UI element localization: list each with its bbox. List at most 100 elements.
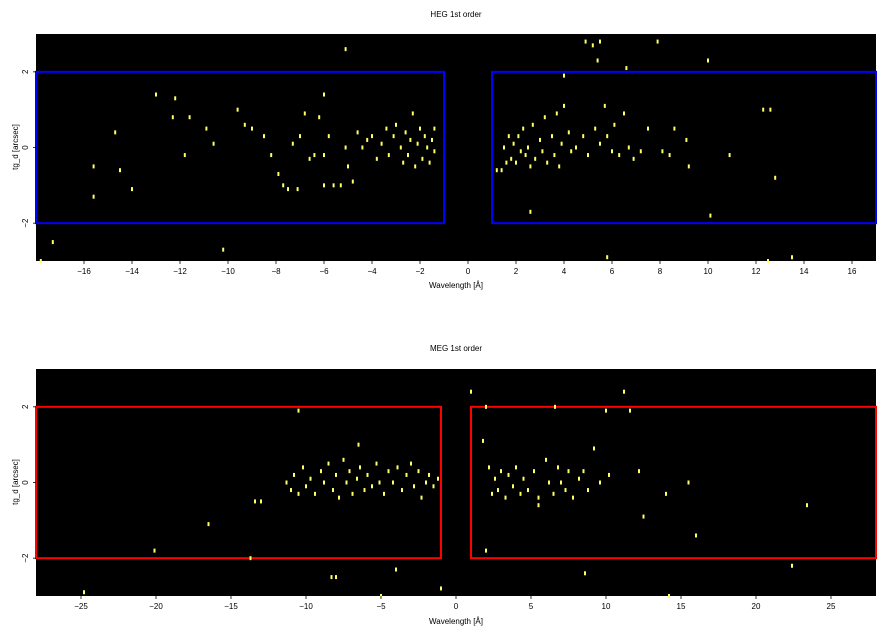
meg-point-54 <box>485 404 487 409</box>
heg-point-31 <box>323 183 325 188</box>
heg-point-34 <box>339 183 342 188</box>
meg-point-68 <box>533 469 535 474</box>
meg-point-62 <box>507 472 510 477</box>
heg-point-120 <box>767 259 769 263</box>
heg-point-65 <box>222 247 225 252</box>
heg-point-23 <box>296 187 299 192</box>
heg-point-76 <box>522 126 525 131</box>
heg-point-38 <box>356 130 359 135</box>
heg-x-tick-label: 14 <box>800 267 809 276</box>
meg-x-tick-label: −5 <box>376 602 386 611</box>
heg-point-125 <box>656 39 659 44</box>
heg-point-21 <box>287 187 289 192</box>
heg-point-9 <box>174 96 177 101</box>
heg-point-96 <box>587 153 589 158</box>
heg-point-70 <box>507 134 510 139</box>
meg-y-tick-label: 2 <box>21 404 30 409</box>
heg-x-tick-label: −4 <box>367 267 377 276</box>
meg-point-77 <box>572 495 574 500</box>
heg-point-112 <box>685 137 688 142</box>
heg-point-3 <box>92 194 95 199</box>
heg-point-14 <box>236 107 239 112</box>
heg-point-72 <box>512 141 515 146</box>
heg-point-47 <box>395 122 397 127</box>
heg-y-tick-label: 0 <box>21 145 30 150</box>
meg-point-24 <box>356 476 358 481</box>
meg-point-35 <box>401 488 403 493</box>
heg-point-68 <box>503 145 505 150</box>
heg-point-11 <box>188 115 191 120</box>
meg-point-70 <box>545 457 547 462</box>
heg-point-44 <box>385 126 388 131</box>
heg-point-12 <box>205 126 208 131</box>
heg-y-ticks: −2 0 2 <box>21 69 36 228</box>
meg-point-15 <box>323 480 325 485</box>
meg-point-91 <box>695 533 697 538</box>
heg-x-tick-label: −2 <box>415 267 425 276</box>
heg-x-tick-label: −16 <box>77 267 91 276</box>
heg-point-60 <box>428 160 431 165</box>
heg-x-tick-label: 8 <box>658 267 663 276</box>
heg-point-59 <box>426 145 429 150</box>
heg-point-95 <box>582 134 585 139</box>
heg-point-93 <box>570 149 573 154</box>
meg-point-76 <box>567 469 570 474</box>
meg-point-30 <box>378 480 381 485</box>
heg-point-94 <box>575 145 577 150</box>
heg-point-39 <box>361 145 364 150</box>
heg-point-118 <box>774 175 777 180</box>
heg-x-tick-label: −14 <box>125 267 139 276</box>
heg-point-130 <box>606 255 609 260</box>
heg-point-42 <box>375 156 378 161</box>
heg-point-109 <box>661 149 664 154</box>
heg-point-86 <box>551 134 553 139</box>
meg-x-tick-label: 20 <box>752 602 761 611</box>
meg-point-10 <box>302 465 304 470</box>
heg-point-6 <box>131 187 133 192</box>
meg-point-63 <box>512 484 514 489</box>
meg-point-72 <box>552 491 555 496</box>
meg-point-80 <box>587 488 589 493</box>
heg-point-52 <box>409 137 412 142</box>
meg-point-23 <box>351 491 354 496</box>
heg-point-58 <box>423 134 426 139</box>
meg-point-57 <box>491 491 493 496</box>
heg-point-46 <box>392 134 395 139</box>
meg-point-12 <box>309 476 312 481</box>
meg-point-85 <box>623 389 625 394</box>
meg-point-38 <box>413 484 415 489</box>
meg-point-39 <box>417 469 420 474</box>
heg-point-43 <box>380 141 383 146</box>
meg-point-33 <box>392 480 394 485</box>
heg-point-28 <box>318 115 321 120</box>
heg-point-49 <box>402 160 405 165</box>
heg-point-77 <box>524 153 527 158</box>
heg-x-tick-label: −10 <box>221 267 235 276</box>
heg-point-4 <box>114 130 117 135</box>
meg-y-tick-label: −2 <box>21 553 30 563</box>
meg-x-tick-label: 15 <box>677 602 686 611</box>
heg-point-126 <box>596 58 599 63</box>
heg-point-54 <box>414 164 417 169</box>
meg-point-65 <box>519 491 522 496</box>
heg-point-22 <box>291 141 294 146</box>
heg-point-123 <box>599 39 601 44</box>
heg-y-tick-label: −2 <box>21 218 30 228</box>
meg-point-79 <box>582 469 585 474</box>
meg-point-22 <box>348 469 351 474</box>
meg-point-45 <box>357 442 360 447</box>
heg-x-tick-label: 10 <box>704 267 713 276</box>
heg-point-105 <box>627 145 630 150</box>
meg-point-92 <box>791 563 793 568</box>
heg-point-119 <box>791 255 793 260</box>
heg-point-113 <box>687 164 690 169</box>
meg-point-96 <box>584 571 586 576</box>
meg-point-9 <box>297 491 300 496</box>
meg-point-19 <box>338 495 340 500</box>
meg-point-51 <box>395 567 397 572</box>
heg-points <box>39 39 793 263</box>
meg-point-44 <box>437 476 439 481</box>
heg-point-103 <box>618 153 621 158</box>
meg-panel: MEG 1st order −25 −20 −15 −10 −5 0 5 10 15 20 25 −… <box>11 344 877 626</box>
meg-point-16 <box>327 461 330 466</box>
